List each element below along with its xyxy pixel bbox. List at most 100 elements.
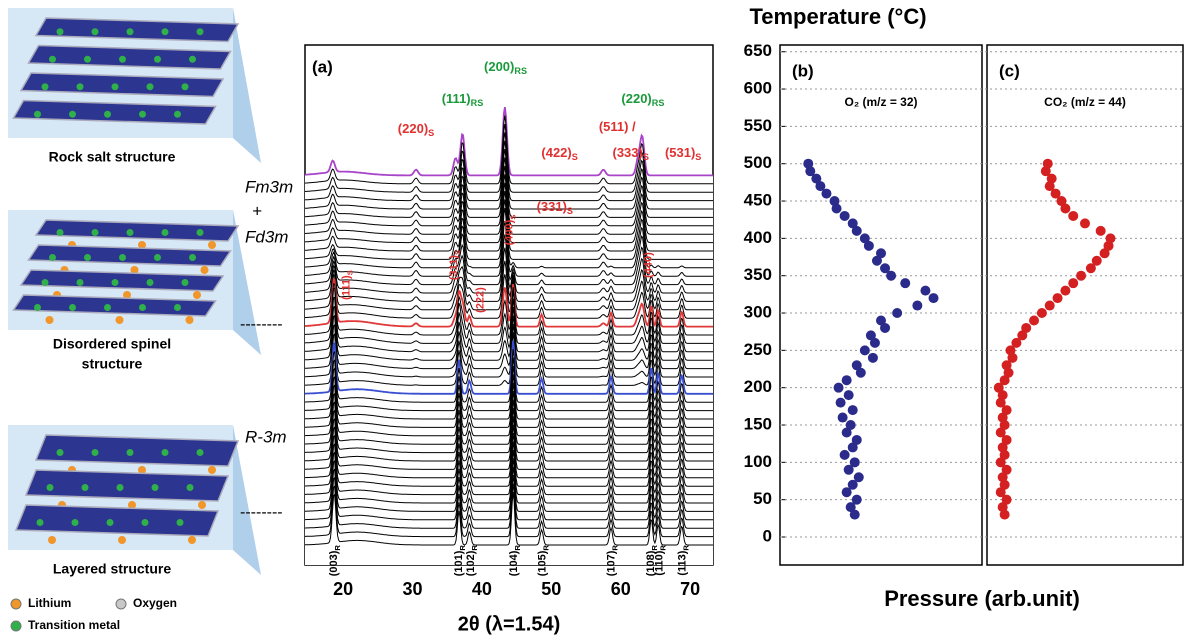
peak-label: (220)S xyxy=(398,121,434,138)
peak-label: (108)R xyxy=(645,545,659,577)
legend-swatch xyxy=(10,620,22,632)
peak-label-main: (333) xyxy=(612,145,642,160)
peak-label: (111)RS xyxy=(442,91,484,108)
data-point xyxy=(851,360,862,371)
peak-label-main: (311) xyxy=(448,255,460,280)
xrd-curve xyxy=(305,424,713,479)
data-point xyxy=(859,233,870,244)
xrd-curve xyxy=(304,157,713,227)
rock-salt-slab xyxy=(27,44,232,70)
data-point xyxy=(847,218,858,229)
layered-tm xyxy=(56,449,64,456)
xrd-curve xyxy=(305,305,713,361)
spinel-tm xyxy=(119,254,126,261)
peak-label-sub: S xyxy=(509,215,518,220)
spinel-tm xyxy=(139,304,146,311)
peak-label-sub: S xyxy=(643,152,649,162)
data-point xyxy=(1050,188,1061,199)
x-axis-title: 2θ (λ=1.54) xyxy=(458,613,561,635)
panel-label: (a) xyxy=(312,57,333,76)
peak-label-main: (440) xyxy=(642,252,654,278)
data-point xyxy=(1001,405,1012,416)
data-point xyxy=(999,375,1010,386)
panel-b-frame xyxy=(779,44,983,566)
y-tick-label: 150 xyxy=(744,414,772,433)
data-point xyxy=(845,420,856,431)
xrd-curve xyxy=(305,296,713,353)
rock-salt-tm xyxy=(104,110,111,118)
data-point xyxy=(851,494,862,505)
spinel-li xyxy=(130,266,139,274)
y-tick-label: 100 xyxy=(744,452,772,471)
spinel-tm xyxy=(104,304,111,311)
spinel-tm xyxy=(34,304,41,311)
peak-label: (102)R xyxy=(465,545,479,577)
spinel-tm xyxy=(49,254,56,261)
data-point xyxy=(1044,300,1055,311)
xrd-curve xyxy=(305,416,713,470)
data-point xyxy=(839,449,850,460)
x-tick-label: 30 xyxy=(403,579,423,599)
layered-li xyxy=(128,501,136,509)
peak-label-main: (105) xyxy=(536,550,548,576)
peak-label: (331)S xyxy=(537,199,573,216)
data-point xyxy=(829,196,840,207)
legend-label: Lithium xyxy=(28,596,71,610)
phase-label: Fd3m xyxy=(245,227,288,246)
data-point xyxy=(1001,494,1012,505)
rock-salt-tm xyxy=(174,110,181,118)
spinel-slab xyxy=(27,244,232,267)
peak-label-main: (107) xyxy=(606,550,618,576)
xrd-curve xyxy=(304,283,713,336)
peak-label-sub: R xyxy=(611,545,620,551)
x-tick-label: 40 xyxy=(472,579,492,599)
phase-label: R-3m xyxy=(245,427,287,446)
rock-salt-tm xyxy=(111,83,119,91)
series-label: CO₂ (m/z = 44) xyxy=(1044,95,1126,109)
xrd-curve xyxy=(305,374,713,428)
xrd-curve xyxy=(304,273,713,319)
data-point xyxy=(876,248,886,259)
y-tick-label: 300 xyxy=(744,303,772,322)
data-point xyxy=(880,322,891,333)
rock-salt-tm xyxy=(91,28,99,36)
layered-tm xyxy=(176,519,184,526)
data-point xyxy=(876,315,886,326)
layered-slab xyxy=(34,434,240,467)
peak-label: (511) / xyxy=(599,119,636,134)
rock-salt-tm xyxy=(84,55,91,63)
peak-label: (104)R xyxy=(508,545,522,577)
x-tick-label: 70 xyxy=(680,579,700,599)
xrd-curve xyxy=(304,221,713,286)
data-point xyxy=(1080,218,1090,229)
peak-label: (422)S xyxy=(541,145,577,162)
xrd-curve xyxy=(305,458,713,512)
data-point xyxy=(869,337,880,348)
spinel-tm xyxy=(196,229,204,236)
xrd-curve xyxy=(305,332,713,386)
rock-salt-tm xyxy=(161,28,169,36)
data-point xyxy=(843,464,854,475)
data-point xyxy=(892,308,903,319)
spinel-tm xyxy=(111,279,119,286)
peak-label-sub: R xyxy=(513,545,522,551)
data-point xyxy=(1091,255,1102,266)
layered-li xyxy=(208,466,216,474)
xrd-curve xyxy=(305,340,713,395)
spinel-tm xyxy=(91,229,99,236)
data-point xyxy=(1099,248,1110,259)
spinel-li xyxy=(193,291,201,299)
peak-label: (531)S xyxy=(665,145,701,162)
data-point xyxy=(1060,285,1071,296)
data-point xyxy=(847,479,858,490)
data-point xyxy=(843,390,854,401)
layered-li xyxy=(138,466,146,474)
data-point xyxy=(1042,158,1053,169)
data-point xyxy=(859,345,870,356)
data-point xyxy=(1001,434,1012,445)
spinel-tm xyxy=(56,229,64,236)
curve-mask xyxy=(305,491,713,565)
data-point xyxy=(853,472,864,483)
xrd-curve xyxy=(305,391,713,445)
peak-label: (333)S xyxy=(612,145,648,162)
